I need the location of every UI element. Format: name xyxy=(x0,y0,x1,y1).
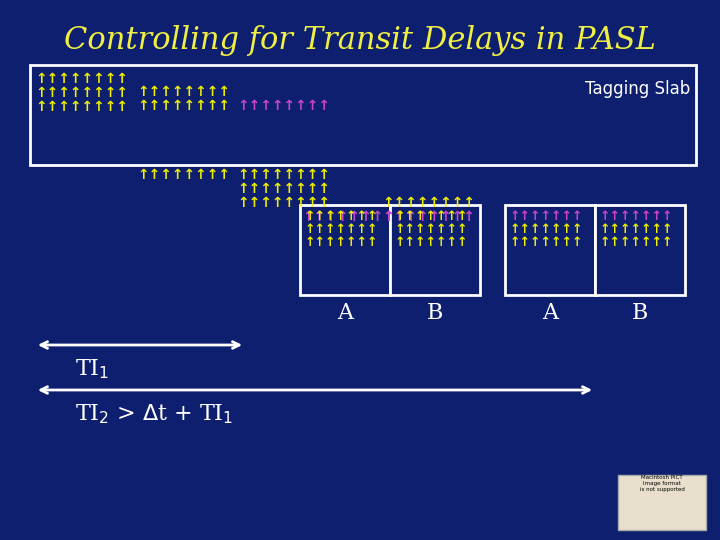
Text: Macintosh PICT
Image format
is not supported: Macintosh PICT Image format is not suppo… xyxy=(639,475,685,492)
Text: ↑↑↑↑↑↑↑↑: ↑↑↑↑↑↑↑↑ xyxy=(35,100,128,114)
Bar xyxy=(595,205,685,295)
Text: ↑↑↑↑↑↑↑: ↑↑↑↑↑↑↑ xyxy=(395,223,468,236)
Text: TI$_1$: TI$_1$ xyxy=(75,357,109,381)
Text: ↑↑↑↑↑↑↑↑: ↑↑↑↑↑↑↑↑ xyxy=(138,168,230,182)
Text: ↑↑↑↑↑↑↑↑: ↑↑↑↑↑↑↑↑ xyxy=(35,86,128,100)
Text: A: A xyxy=(542,302,558,324)
Text: A: A xyxy=(337,302,353,324)
Text: Tagging Slab: Tagging Slab xyxy=(585,80,690,98)
Text: TI$_2$ > $\Delta$t + TI$_1$: TI$_2$ > $\Delta$t + TI$_1$ xyxy=(75,402,233,426)
Bar xyxy=(618,475,706,530)
Bar xyxy=(30,65,696,165)
Text: ↑↑↑↑↑↑↑: ↑↑↑↑↑↑↑ xyxy=(305,236,378,249)
Bar xyxy=(300,205,390,295)
Bar xyxy=(505,205,595,295)
Text: Controlling for Transit Delays in PASL: Controlling for Transit Delays in PASL xyxy=(64,25,656,56)
Text: ↑↑↑↑↑↑↑: ↑↑↑↑↑↑↑ xyxy=(600,223,673,236)
Text: ↑↑↑↑↑↑↑↑: ↑↑↑↑↑↑↑↑ xyxy=(238,99,330,113)
Text: B: B xyxy=(632,302,648,324)
Text: ↑↑↑↑↑↑↑: ↑↑↑↑↑↑↑ xyxy=(395,236,468,249)
Text: ↑↑↑↑↑↑↑: ↑↑↑↑↑↑↑ xyxy=(305,223,378,236)
Text: ↑↑↑↑↑↑↑: ↑↑↑↑↑↑↑ xyxy=(510,236,583,249)
Text: ↑↑↑↑↑↑↑: ↑↑↑↑↑↑↑ xyxy=(305,210,378,223)
Text: ↑↑↑↑↑↑↑: ↑↑↑↑↑↑↑ xyxy=(510,223,583,236)
Text: ↑↑↑↑↑↑↑↑: ↑↑↑↑↑↑↑↑ xyxy=(382,210,475,224)
Text: ↑↑↑↑↑↑↑: ↑↑↑↑↑↑↑ xyxy=(600,236,673,249)
Text: B: B xyxy=(427,302,444,324)
Text: ↑↑↑↑↑↑↑↑: ↑↑↑↑↑↑↑↑ xyxy=(138,99,230,113)
Text: ↑↑↑↑↑↑↑↑: ↑↑↑↑↑↑↑↑ xyxy=(382,196,475,210)
Text: ↑↑↑↑↑↑↑: ↑↑↑↑↑↑↑ xyxy=(510,210,583,223)
Text: ↑↑↑↑↑↑↑: ↑↑↑↑↑↑↑ xyxy=(600,210,673,223)
Text: ↑↑↑↑↑↑↑↑: ↑↑↑↑↑↑↑↑ xyxy=(238,196,330,210)
Text: ↑↑↑↑↑↑↑↑: ↑↑↑↑↑↑↑↑ xyxy=(138,85,230,99)
Text: ↑↑↑↑↑↑↑↑: ↑↑↑↑↑↑↑↑ xyxy=(238,182,330,196)
Text: ↑↑↑↑↑↑↑↑: ↑↑↑↑↑↑↑↑ xyxy=(302,210,395,224)
Text: ↑↑↑↑↑↑↑↑: ↑↑↑↑↑↑↑↑ xyxy=(238,168,330,182)
Bar xyxy=(390,205,480,295)
Text: ↑↑↑↑↑↑↑↑: ↑↑↑↑↑↑↑↑ xyxy=(35,72,128,86)
Text: ↑↑↑↑↑↑↑: ↑↑↑↑↑↑↑ xyxy=(395,210,468,223)
